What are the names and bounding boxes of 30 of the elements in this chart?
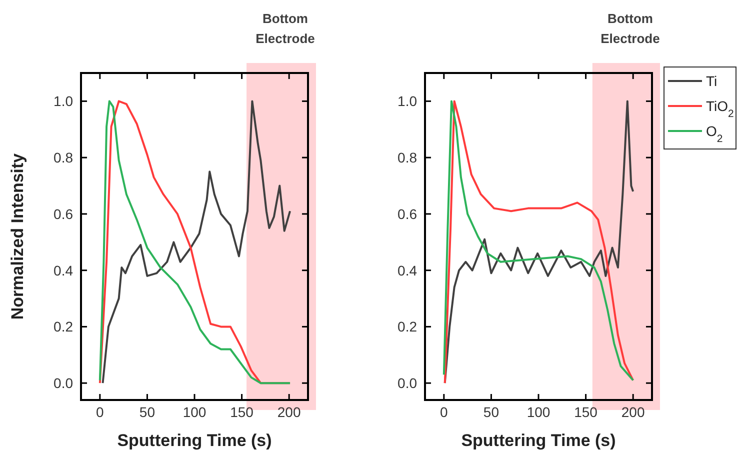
y-tick-label: 0.0 (54, 375, 74, 392)
y-tick-label: 1.0 (54, 93, 74, 110)
y-tick-label: 0.4 (398, 262, 418, 278)
y-tick-label: 0.2 (54, 318, 74, 335)
x-tick-label: 100 (182, 404, 206, 420)
band-label: Bottom Electrode (600, 11, 660, 46)
y-tick-label: 0.0 (398, 375, 418, 392)
y-tick-label: 0.6 (54, 206, 74, 222)
y-tick-label: 0.6 (398, 206, 418, 222)
x-tick-label: 0 (440, 404, 448, 420)
y-tick-label: 0.8 (54, 150, 74, 166)
y-axis-title: Normalized Intensity (8, 152, 27, 320)
legend-label: TiO$_{2}$ (706, 98, 734, 120)
x-tick-label: 50 (483, 404, 500, 420)
y-tick-label: 1.0 (398, 93, 418, 110)
y-tick-label: 0.8 (398, 150, 418, 166)
x-tick-label: 50 (139, 404, 156, 420)
x-tick-label: 150 (230, 404, 254, 420)
x-axis-title: Sputtering Time (s) (461, 431, 616, 450)
x-tick-label: 200 (621, 404, 645, 420)
x-tick-label: 100 (526, 404, 550, 420)
y-tick-label: 0.4 (54, 262, 74, 278)
legend-label: O$_{2}$ (706, 123, 723, 145)
legend-label: Ti (706, 73, 718, 89)
band-label: Bottom Electrode (256, 11, 315, 46)
x-tick-label: 200 (277, 404, 301, 420)
x-axis-title: Sputtering Time (s) (117, 431, 272, 450)
x-tick-label: 150 (574, 404, 598, 420)
x-tick-label: 0 (96, 404, 104, 420)
y-tick-label: 0.2 (398, 318, 418, 335)
